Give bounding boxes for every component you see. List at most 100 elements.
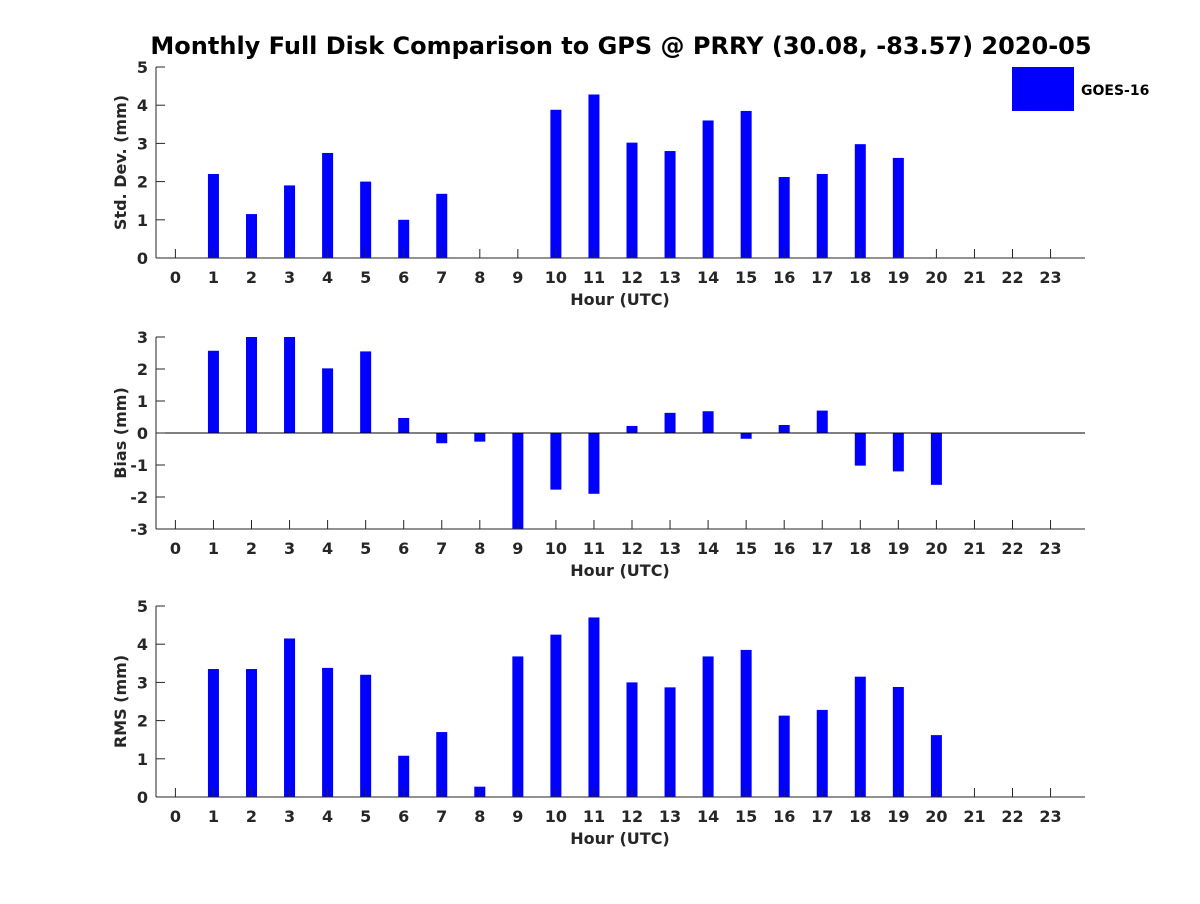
rms-x-tick-label-4: 4 <box>322 807 333 826</box>
bias-x-tick-label-6: 6 <box>398 539 409 558</box>
bias-x-tick-label-10: 10 <box>545 539 567 558</box>
rms-x-tick-label-13: 13 <box>659 807 681 826</box>
rms-bar-19 <box>892 686 904 797</box>
rms-x-tick-label-21: 21 <box>963 807 985 826</box>
std-dev-x-tick-label-9: 9 <box>512 268 523 287</box>
rms-x-tick-label-5: 5 <box>360 807 371 826</box>
bias-x-tick-label-13: 13 <box>659 539 681 558</box>
std-dev-x-tick-label-0: 0 <box>170 268 181 287</box>
rms-bar-16 <box>778 715 790 797</box>
bias-x-tick-label-1: 1 <box>208 539 219 558</box>
bias-y-tick-label-3: 3 <box>137 328 148 347</box>
bias-x-tick-label-21: 21 <box>963 539 985 558</box>
std-dev-bar-18 <box>854 144 866 258</box>
std-dev-bar-1 <box>207 173 219 258</box>
rms-y-tick-label-2: 2 <box>137 712 148 731</box>
bias-x-tick-label-9: 9 <box>512 539 523 558</box>
std-dev-x-tick-label-19: 19 <box>887 268 909 287</box>
std-dev-bar-15 <box>740 110 752 259</box>
rms-y-tick-label-0: 0 <box>137 788 148 807</box>
bias-y-tick-label-2: 2 <box>137 360 148 379</box>
legend-label: GOES-16 <box>1081 83 1149 99</box>
rms-x-tick-label-19: 19 <box>887 807 909 826</box>
rms-x-tick-label-18: 18 <box>849 807 871 826</box>
std-dev-bar-16 <box>778 177 790 258</box>
bias-bar-7 <box>436 433 448 444</box>
std-dev-bar-11 <box>588 94 600 258</box>
rms-x-tick-label-7: 7 <box>436 807 447 826</box>
bias-bar-19 <box>892 433 904 472</box>
bias-bar-1 <box>207 350 219 433</box>
bias-bar-10 <box>550 433 562 490</box>
bias-bar-14 <box>702 411 714 433</box>
bias-x-tick-label-22: 22 <box>1001 539 1023 558</box>
rms-x-tick-label-2: 2 <box>246 807 257 826</box>
std-dev-bar-4 <box>322 152 334 258</box>
std-dev-x-tick-label-10: 10 <box>545 268 567 287</box>
std-dev-x-tick-label-17: 17 <box>811 268 833 287</box>
bias-x-tick-label-2: 2 <box>246 539 257 558</box>
std-dev-x-tick-label-16: 16 <box>773 268 795 287</box>
rms-y-tick-label-5: 5 <box>137 597 148 616</box>
rms-x-axis-label: Hour (UTC) <box>570 829 670 848</box>
bias-y-tick-label-1: 1 <box>137 392 148 411</box>
std-dev-bar-17 <box>816 173 828 258</box>
bias-bar-9 <box>512 433 524 529</box>
rms-bar-3 <box>284 638 296 797</box>
bias-bar-16 <box>778 425 790 433</box>
std-dev-y-tick-label-3: 3 <box>137 134 148 153</box>
std-dev-bar-7 <box>436 193 448 258</box>
rms-bar-10 <box>550 634 562 797</box>
std-dev-bar-10 <box>550 109 562 258</box>
std-dev-y-axis-label: Std. Dev. (mm) <box>111 95 130 230</box>
bias-x-tick-label-15: 15 <box>735 539 757 558</box>
rms-y-tick-label-4: 4 <box>137 635 148 654</box>
bias-x-tick-label-8: 8 <box>474 539 485 558</box>
rms-x-tick-label-10: 10 <box>545 807 567 826</box>
rms-bar-7 <box>436 732 448 797</box>
std-dev-x-tick-label-20: 20 <box>925 268 947 287</box>
std-dev-bar-14 <box>702 120 714 258</box>
bias-bar-17 <box>816 410 828 433</box>
rms-bar-4 <box>322 667 334 797</box>
std-dev-y-tick-label-5: 5 <box>137 58 148 77</box>
std-dev-x-tick-label-5: 5 <box>360 268 371 287</box>
std-dev-x-tick-label-8: 8 <box>474 268 485 287</box>
chart-title: Monthly Full Disk Comparison to GPS @ PR… <box>150 32 1091 60</box>
std-dev-bar-3 <box>284 185 296 258</box>
rms-x-tick-label-12: 12 <box>621 807 643 826</box>
rms-bar-15 <box>740 649 752 797</box>
rms-x-tick-label-8: 8 <box>474 807 485 826</box>
legend-swatch <box>1012 67 1074 111</box>
std-dev-bar-6 <box>398 219 410 258</box>
std-dev-x-tick-label-21: 21 <box>963 268 985 287</box>
std-dev-y-tick-label-2: 2 <box>137 173 148 192</box>
bias-y-axis-label: Bias (mm) <box>111 387 130 479</box>
rms-x-tick-label-16: 16 <box>773 807 795 826</box>
std-dev-y-tick-label-4: 4 <box>137 96 148 115</box>
bias-x-tick-label-14: 14 <box>697 539 719 558</box>
rms-bar-11 <box>588 617 600 797</box>
bias-bar-15 <box>740 433 752 439</box>
bias-x-tick-label-5: 5 <box>360 539 371 558</box>
rms-x-tick-label-17: 17 <box>811 807 833 826</box>
bias-x-tick-label-19: 19 <box>887 539 909 558</box>
bias-bar-13 <box>664 412 676 433</box>
bias-x-tick-label-16: 16 <box>773 539 795 558</box>
rms-bar-17 <box>816 709 828 797</box>
std-dev-x-tick-label-13: 13 <box>659 268 681 287</box>
bias-bar-12 <box>626 425 638 433</box>
std-dev-x-tick-label-11: 11 <box>583 268 605 287</box>
rms-x-tick-label-14: 14 <box>697 807 719 826</box>
std-dev-x-tick-label-4: 4 <box>322 268 333 287</box>
std-dev-y-tick-label-0: 0 <box>137 249 148 268</box>
rms-x-tick-label-20: 20 <box>925 807 947 826</box>
rms-bar-13 <box>664 687 676 797</box>
rms-bar-14 <box>702 656 714 797</box>
